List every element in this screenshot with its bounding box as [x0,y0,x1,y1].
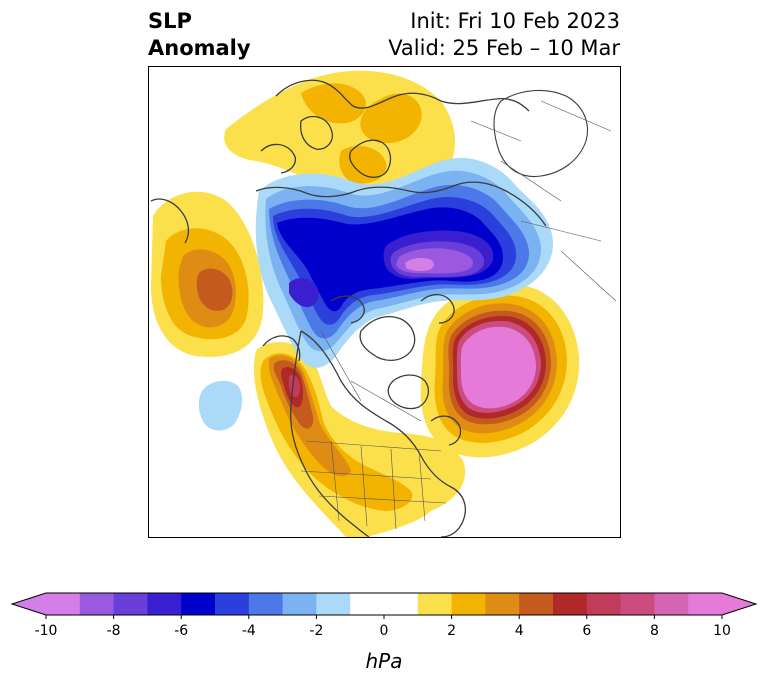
colorbar-unit-label: hPa [366,649,403,673]
anomaly-positive-america-6 [288,375,301,398]
colorbar-tick-label: 10 [713,623,731,639]
colorbar-cell [350,593,385,615]
colorbar-cells [46,593,723,615]
colorbar: -10 -8 -6 -4 -2 0 2 4 6 8 10 hPa [10,592,758,673]
colorbar-cell [485,593,520,615]
title-left: SLP Anomaly [148,8,251,62]
coastlines [150,79,588,537]
colorbar-cell [654,593,689,615]
colorbar-cell [248,593,284,615]
colorbar-tick-label: 0 [380,623,389,639]
title-variable: SLP [148,9,192,33]
colorbar-cell [384,593,419,615]
colorbar-extend-max [722,593,756,615]
colorbar-tick-label: 8 [650,623,659,639]
colorbar-cell [553,593,588,615]
anomaly-negative-band-9 [405,258,434,272]
colorbar-cell [113,593,148,615]
colorbar-cell [181,593,216,615]
anomaly-positive-atlantic-7 [460,326,536,409]
colorbar-cell [417,593,453,615]
valid-range: Valid: 25 Feb – 10 Mar [388,36,620,60]
colorbar-tick-label: -4 [242,623,256,639]
colorbar-tick-label: -6 [174,623,188,639]
colorbar-cell [620,593,655,615]
colorbar-cell [46,593,81,615]
colorbar-cell [519,593,554,615]
colorbar-tick-label: 4 [515,623,524,639]
colorbar-cell [451,593,486,615]
colorbar-tick-label: 2 [447,623,456,639]
anomaly-positive-pacific-4 [196,268,233,311]
colorbar-extend-min [12,593,46,615]
title-type: Anomaly [148,36,251,60]
map-svg [150,70,617,537]
anomaly-negative-pacific [198,380,243,431]
anomaly-field [151,70,580,537]
colorbar-cell [688,593,723,615]
anomaly-map [148,66,621,538]
colorbar-cell [316,593,351,615]
anomaly-positive-north-inner [301,83,422,184]
borders [300,100,617,530]
colorbar-tick-label: -2 [309,623,323,639]
colorbar-cell [215,593,250,615]
colorbar-cell [79,593,115,615]
colorbar-tick-label: -10 [35,623,58,639]
colorbar-cell [282,593,317,615]
colorbar-tick-label: 6 [582,623,591,639]
init-date: Init: Fri 10 Feb 2023 [410,9,620,33]
colorbar-cell [147,593,182,615]
colorbar-ticks: -10 -8 -6 -4 -2 0 2 4 6 8 10 [35,615,731,639]
title-right: Init: Fri 10 Feb 2023 Valid: 25 Feb – 10… [388,8,620,62]
colorbar-cell [586,593,622,615]
colorbar-tick-label: -8 [107,623,121,639]
